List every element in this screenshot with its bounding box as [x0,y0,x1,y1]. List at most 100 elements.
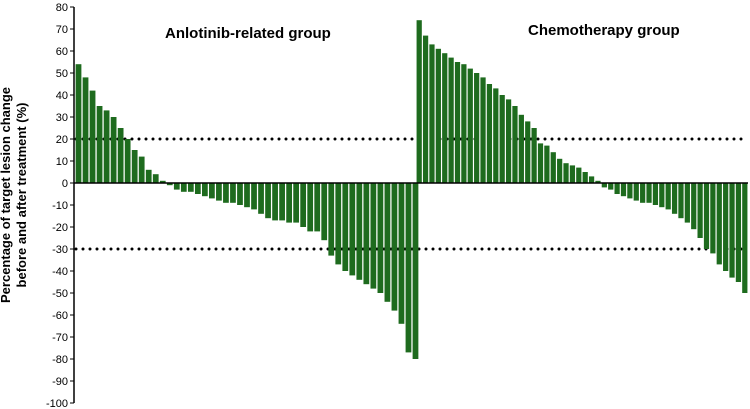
bar [454,62,461,183]
bar [442,53,448,184]
y-axis-title-line2: before and after treatment (%) [14,103,29,288]
bar [187,183,194,192]
bar [314,183,321,232]
y-axis-title-line1: Percentage of target lesion change [0,87,13,303]
bar [286,183,293,223]
bar [145,169,152,183]
bar [569,165,576,183]
bar [293,183,300,223]
bar [723,183,729,271]
bar [405,183,412,353]
bar [595,180,601,183]
bar [633,183,639,201]
bar [525,121,531,183]
y-tick-label: -90 [52,376,68,388]
bar [486,84,493,183]
y-tick-label: 30 [56,112,68,124]
bar [480,77,486,183]
bar [363,183,370,285]
bar [627,183,633,199]
bar [531,128,537,183]
bar [194,183,201,194]
bar [377,183,384,293]
bar [461,64,467,183]
bar [82,77,89,183]
y-tick-label: 20 [56,134,68,146]
bar [735,183,742,282]
bar [131,150,138,183]
bar [646,183,652,203]
bar [96,106,103,183]
bar [349,183,356,276]
bar [576,167,582,183]
bar [244,183,250,208]
bar [544,145,550,183]
bar [180,183,187,192]
bar [110,117,117,183]
bar [159,180,166,183]
bar [166,183,173,186]
bar [614,183,620,194]
bar [398,183,405,324]
y-tick-label: -100 [46,398,68,409]
bar [272,183,278,221]
y-tick-label: 0 [62,178,68,190]
bars [75,20,748,359]
y-tick-label: 10 [56,156,68,168]
bar [173,183,180,190]
bar [691,183,697,230]
bar [640,183,646,203]
bar [265,183,271,219]
y-tick-label: -70 [52,332,68,344]
bar [223,183,229,203]
bar [557,158,563,183]
bar [279,183,285,221]
y-tick-label: -60 [52,310,68,322]
bar [307,183,314,232]
bar [429,44,435,184]
bar [124,139,131,183]
y-tick-label: -50 [52,288,68,300]
bar [201,183,208,197]
bar [665,183,671,210]
bar [422,35,429,183]
bar [652,183,659,205]
bar [608,183,614,190]
y-tick-label: 40 [56,90,68,102]
bar [216,183,222,201]
y-axis-title: Percentage of target lesion change befor… [0,87,29,303]
bar [505,99,512,183]
bar [356,183,363,280]
axes [73,7,748,403]
bar [620,183,627,197]
bar [710,183,716,254]
bar [716,183,722,265]
y-tick-label: -30 [52,244,68,256]
y-tick-label: -20 [52,222,68,234]
group-labels: Anlotinib-related group Chemotherapy gro… [165,22,680,42]
bar [512,106,518,183]
bar [697,183,703,238]
bar [321,183,328,241]
bar [684,183,690,223]
bar [335,183,342,265]
bar [258,183,264,214]
bar [209,183,215,199]
bar [659,183,665,208]
y-tick-label: 80 [56,2,68,14]
y-tick-label: 70 [56,24,68,36]
group-label-anlotinib: Anlotinib-related group [165,25,331,42]
bar [518,114,524,183]
y-axis-ticks: 80 70 60 50 40 30 20 10 0 -10 -20 -30 -40 -50 -60 -70 -8… [46,2,74,409]
bar [742,183,748,293]
bar [412,183,419,359]
bar [703,183,710,249]
bar [152,174,159,183]
bar [678,183,684,219]
group-label-chemotherapy: Chemotherapy group [528,22,680,39]
bar [550,152,556,183]
bar [370,183,377,289]
bar [75,64,82,183]
reference-lines [74,137,746,251]
